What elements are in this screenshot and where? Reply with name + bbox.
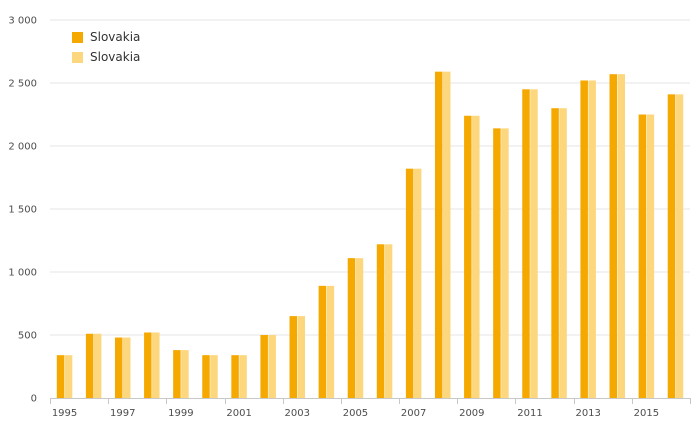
bar: [609, 74, 618, 399]
bar: [231, 355, 239, 398]
bar: [85, 333, 94, 398]
x-tick-label: 2013: [575, 408, 600, 419]
bar: [522, 89, 530, 399]
x-tick-label: 2015: [634, 408, 659, 419]
bar: [64, 355, 73, 398]
y-tick-label: 1 000: [8, 268, 37, 279]
y-tick-label: 2 000: [8, 142, 37, 153]
bar: [114, 337, 123, 398]
bar: [384, 244, 393, 398]
y-tick-label: 0: [31, 394, 37, 405]
bar: [268, 335, 276, 398]
x-tick-label: 2011: [517, 408, 542, 419]
y-tick-label: 3 000: [8, 16, 37, 27]
bar: [617, 74, 626, 399]
legend-swatch-series-1: [72, 31, 83, 43]
bar: [355, 258, 364, 398]
bar: [326, 285, 335, 398]
bar: [297, 316, 306, 398]
y-tick-label: 2 500: [8, 79, 37, 90]
bar: [239, 355, 247, 398]
y-tick-label: 500: [18, 331, 37, 342]
x-tick-label: 1999: [168, 408, 193, 419]
bar: [122, 337, 131, 398]
bar: [144, 332, 152, 398]
bar: [667, 94, 676, 398]
bar: [675, 94, 684, 398]
bar: [173, 350, 181, 398]
legend-item-series-2: Slovakia: [72, 47, 140, 67]
bar: [318, 285, 327, 398]
bar: [152, 332, 160, 398]
bar: [580, 80, 588, 398]
x-tick-label: 1995: [52, 408, 77, 419]
bar: [434, 71, 443, 398]
bar: [472, 115, 480, 398]
bars: [56, 71, 684, 399]
bar: [347, 258, 356, 398]
bar: [289, 316, 298, 398]
bar: [181, 350, 189, 398]
bar: [376, 244, 385, 398]
legend: Slovakia Slovakia: [72, 27, 140, 67]
legend-label-series-1: Slovakia: [90, 30, 141, 44]
x-tick-label: 1997: [110, 408, 135, 419]
x-tick-label: 2009: [459, 408, 484, 419]
bar: [638, 114, 647, 398]
x-tick-label: 2007: [401, 408, 426, 419]
x-tick-label: 2003: [285, 408, 310, 419]
x-axis: 1995 1997 1999 2001 2003 2005 2007 2009 2011 2013…: [50, 398, 691, 419]
bar: [530, 89, 538, 399]
bar: [93, 333, 102, 398]
bar: [202, 355, 210, 398]
bar: [559, 108, 567, 398]
bar: [464, 115, 472, 398]
bar: [260, 335, 268, 398]
bar: [551, 108, 559, 398]
bar: [646, 114, 655, 398]
y-axis-ticks: 0 500 1 000 1 500 2 000 2 500 3 000: [8, 16, 37, 405]
x-tick-label: 2001: [226, 408, 251, 419]
bar: [501, 128, 509, 399]
legend-swatch-series-2: [72, 51, 83, 63]
bar: [56, 355, 65, 398]
x-tick-label: 2005: [343, 408, 368, 419]
bar: [210, 355, 218, 398]
bar: [588, 80, 596, 398]
y-tick-label: 1 500: [8, 205, 37, 216]
bar: [442, 71, 451, 398]
legend-item-series-1: Slovakia: [72, 27, 140, 47]
bar: [405, 168, 414, 398]
bar: [413, 168, 422, 398]
bar: [493, 128, 501, 399]
legend-label-series-2: Slovakia: [90, 50, 141, 64]
